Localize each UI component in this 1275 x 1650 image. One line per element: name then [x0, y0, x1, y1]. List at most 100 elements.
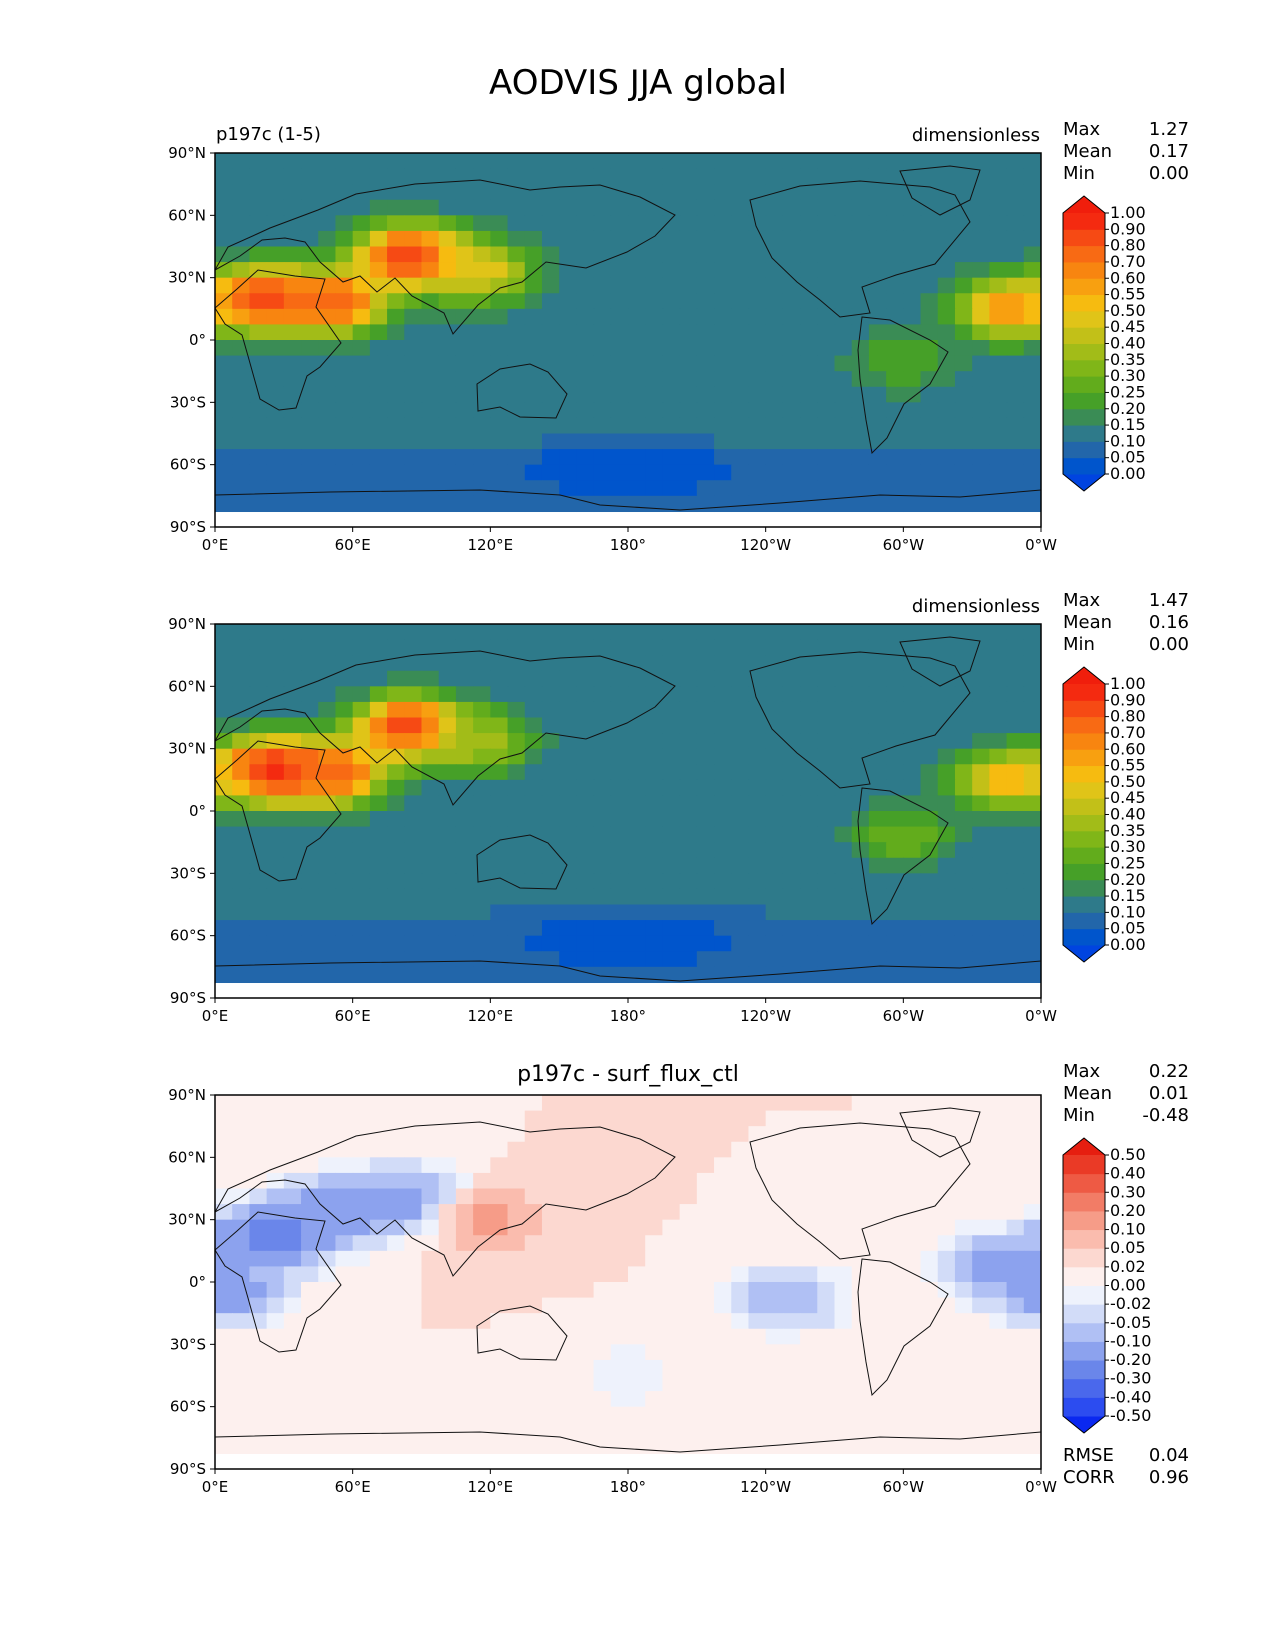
heatmap-cell [628, 340, 646, 357]
heatmap-cell [679, 811, 698, 828]
heatmap-cell [541, 402, 560, 419]
heatmap-cell [748, 1188, 767, 1205]
heatmap-cell [507, 433, 526, 450]
heatmap-cell [731, 153, 750, 170]
heatmap-cell [920, 277, 939, 294]
heatmap-cell [834, 495, 853, 513]
heatmap-cell [834, 1235, 853, 1252]
heatmap-cell [266, 417, 285, 435]
heatmap-cell [352, 246, 371, 263]
heatmap-cell [1006, 1110, 1025, 1127]
heatmap-cell [696, 1391, 715, 1408]
colorbar-bin [1063, 408, 1105, 426]
heatmap-cell [335, 888, 354, 906]
heatmap-cell [610, 1219, 629, 1236]
heatmap-cell [455, 1437, 474, 1455]
heatmap-cell [490, 246, 509, 263]
heatmap-cell [817, 1391, 836, 1408]
heatmap-cell [696, 670, 715, 687]
heatmap-cell [1023, 1391, 1041, 1408]
heatmap-cell [696, 1157, 715, 1174]
heatmap-cell [266, 888, 285, 906]
heatmap-cell [903, 277, 922, 294]
heatmap-cell [283, 230, 302, 248]
heatmap-cell [438, 246, 457, 263]
heatmap-cell [954, 1328, 973, 1345]
heatmap-cell [232, 1204, 251, 1221]
colorbar-tick-label: 0.00 [1110, 464, 1146, 483]
heatmap-cell [421, 1141, 440, 1158]
heatmap-cell [748, 1297, 767, 1314]
heatmap-cell [369, 1375, 388, 1392]
heatmap-cell [1006, 1422, 1025, 1439]
heatmap-cell [318, 701, 337, 719]
heatmap-cell [731, 1126, 750, 1143]
heatmap-cell [765, 951, 784, 968]
heatmap-cell [387, 230, 405, 248]
colorbar-tick-label: -0.05 [1110, 1313, 1151, 1332]
heatmap-cell [800, 386, 818, 403]
heatmap-cell [817, 1375, 836, 1392]
heatmap-cell [266, 262, 285, 279]
heatmap-cell [610, 1328, 629, 1345]
heatmap-cell [421, 495, 440, 513]
heatmap-cell [507, 920, 526, 937]
heatmap-cell [868, 184, 887, 201]
heatmap-cell [989, 717, 1008, 734]
heatmap-cell [886, 1437, 904, 1455]
heatmap-cell [628, 1188, 646, 1205]
coastlines [215, 636, 1041, 982]
heatmap-cell [628, 1172, 646, 1190]
heatmap-cell [215, 811, 233, 828]
heatmap-cell [782, 386, 801, 403]
colorbar-bin [1063, 896, 1105, 913]
heatmap-cell [679, 966, 698, 984]
heatmap-cell [765, 495, 784, 513]
heatmap-cell [421, 1172, 440, 1190]
heatmap-cell [490, 293, 509, 310]
heatmap-cell [1023, 951, 1041, 968]
heatmap-cell [541, 717, 560, 734]
colorbar-bin [1063, 457, 1105, 475]
heatmap-cell [404, 308, 423, 326]
heatmap-cell [1023, 464, 1041, 481]
heatmap-cell [645, 857, 664, 874]
heatmap-cell [782, 417, 801, 435]
heatmap-cell [903, 1406, 922, 1423]
heatmap-cell [989, 686, 1008, 703]
heatmap-cell [1006, 371, 1025, 388]
heatmap-cell [593, 920, 612, 937]
stat-value: 0.00 [1149, 163, 1189, 184]
heatmap-cell [645, 920, 664, 937]
heatmap-cell [576, 417, 595, 435]
stat-label: Mean [1063, 612, 1112, 633]
heatmap-cell [628, 230, 646, 248]
heatmap-cell [215, 402, 233, 419]
heatmap-cell [215, 1328, 233, 1345]
heatmap-cell [473, 1313, 491, 1330]
heatmap-cell [421, 795, 440, 812]
heatmap-cell [352, 655, 371, 672]
heatmap-cell [954, 701, 973, 719]
heatmap-cell [301, 1406, 319, 1423]
heatmap-cell [559, 966, 577, 984]
heatmap-cell [473, 246, 491, 263]
heatmap-cell [507, 966, 526, 984]
heatmap-cell [748, 402, 767, 419]
colorbar-tick-label: 0.10 [1110, 431, 1146, 450]
heatmap-cell [266, 624, 285, 641]
heatmap-cell [576, 1406, 595, 1423]
heatmap-cell [576, 701, 595, 719]
heatmap-cell [679, 464, 698, 481]
heatmap-cell [937, 1095, 956, 1112]
heatmap-cell [524, 826, 543, 843]
heatmap-cell [817, 842, 836, 859]
heatmap-cell [421, 1406, 440, 1423]
heatmap-cell [301, 904, 319, 921]
heatmap-cell [387, 1172, 405, 1190]
heatmap-cell [421, 701, 440, 719]
heatmap-cell [696, 1297, 715, 1314]
heatmap-cell [249, 873, 268, 890]
heatmap-cell [507, 795, 526, 812]
heatmap-cell [541, 168, 560, 185]
